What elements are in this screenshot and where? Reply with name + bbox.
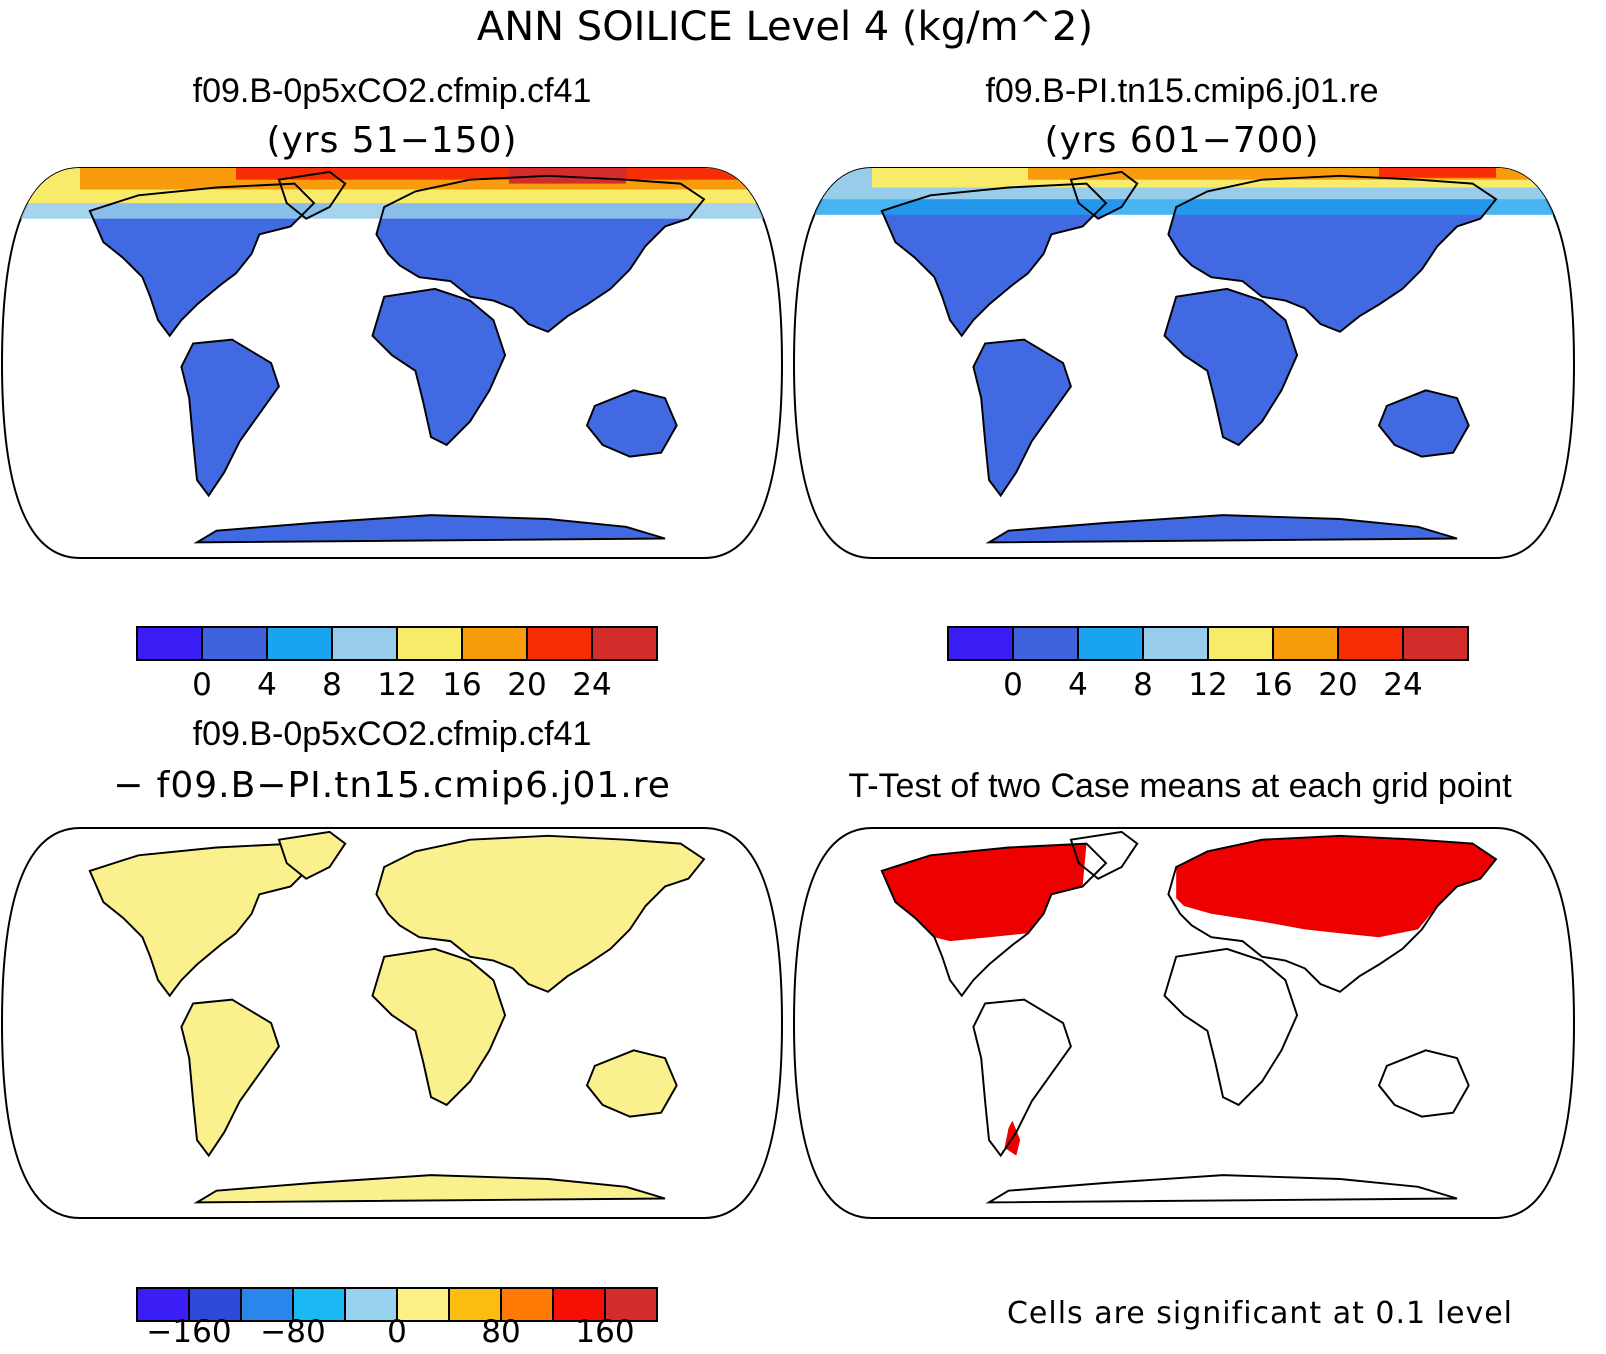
colorbar-tick-label: 160 [575,1314,634,1350]
colorbar-tick-label: 16 [442,667,481,703]
colorbar-swatch [526,626,593,661]
colorbar-swatch [604,1287,658,1322]
colorbar-tick-label: 12 [1188,667,1227,703]
colorbar-swatch [292,1287,346,1322]
colorbar-swatch [1077,626,1144,661]
colorbar-swatch [136,1287,190,1322]
colorbar-swatch [396,626,463,661]
colorbar-tick-label: −160 [146,1314,231,1350]
colorbar-swatch [1272,626,1339,661]
panel-ttest: T-Test of two Case means at each grid po… [794,767,1574,1218]
colorbar-tick-label: 0 [192,667,212,703]
map-case1 [2,168,782,558]
colorbar-swatch [500,1287,554,1322]
colorbar-swatch [201,626,268,661]
colorbar-tick-label: 20 [1318,667,1357,703]
colorbar-swatch [1402,626,1469,661]
panel-title: f09.B-0p5xCO2.cfmip.cf41 [193,72,592,110]
panel-case1: f09.B-0p5xCO2.cfmip.cf41 (yrs 51−150) [2,72,782,558]
panel-diff: f09.B-0p5xCO2.cfmip.cf41 − f09.B−PI.tn15… [2,715,782,1218]
map-diff [2,828,782,1218]
colorbar-swatch [1012,626,1079,661]
colorbar-swatch [266,626,333,661]
colorbar-swatch [396,1287,450,1322]
colorbar-swatch [240,1287,294,1322]
colorbar-swatch [448,1287,502,1322]
colorbar-tick-label: 4 [257,667,277,703]
colorbar-tick-label: 12 [377,667,416,703]
colorbar-swatch [1337,626,1404,661]
panel-title: T-Test of two Case means at each grid po… [848,767,1512,805]
map-case2 [794,168,1574,558]
colorbar-swatch [331,626,398,661]
map-field-layer [794,168,1574,544]
colorbar-tick-label: 4 [1068,667,1088,703]
colorbar-swatch [947,626,1014,661]
colorbar-tick-label: 8 [1133,667,1153,703]
colorbar-tick-label: 80 [481,1314,520,1350]
map-field-layer [2,168,782,544]
map-ttest [794,828,1574,1218]
colorbar-tick-label: 20 [507,667,546,703]
colorbar-swatch [1142,626,1209,661]
colorbar-case1: 0 4 8 12 16 20 24 [136,626,658,703]
colorbar-swatch [552,1287,606,1322]
colorbar-tick-label: −80 [260,1314,325,1350]
colorbar-swatch [344,1287,398,1322]
high-lat-band [794,168,1574,215]
colorbar-tick-label: 0 [1003,667,1023,703]
panel-title: f09.B-PI.tn15.cmip6.j01.re [985,72,1378,110]
colorbar-diff: −160 −80 0 80 160 [136,1287,658,1350]
significant-cells [881,835,1496,1156]
colorbar-swatch [136,626,203,661]
map-ttest-layer [880,830,1497,1204]
colorbar-case2: 0 4 8 12 16 20 24 [947,626,1469,703]
panel-subtitle: (yrs 51−150) [266,120,517,161]
figure-title: ANN SOILICE Level 4 (kg/m^2) [477,4,1093,50]
colorbar-swatch [461,626,528,661]
colorbar-swatch [1207,626,1274,661]
high-lat-band [2,168,782,219]
panel-subtitle: − f09.B−PI.tn15.cmip6.j01.re [113,765,671,806]
colorbar-swatch [591,626,658,661]
panel-case2: f09.B-PI.tn15.cmip6.j01.re (yrs 601−700) [794,72,1574,558]
panel-title: f09.B-0p5xCO2.cfmip.cf41 [193,715,592,753]
significance-note: Cells are significant at 0.1 level [1007,1296,1513,1331]
panel-subtitle: (yrs 601−700) [1045,120,1320,161]
colorbar-tick-label: 24 [572,667,611,703]
colorbar-tick-label: 16 [1253,667,1292,703]
colorbar-tick-label: 8 [322,667,342,703]
colorbar-tick-label: 24 [1383,667,1422,703]
colorbar-tick-label: 0 [387,1314,407,1350]
